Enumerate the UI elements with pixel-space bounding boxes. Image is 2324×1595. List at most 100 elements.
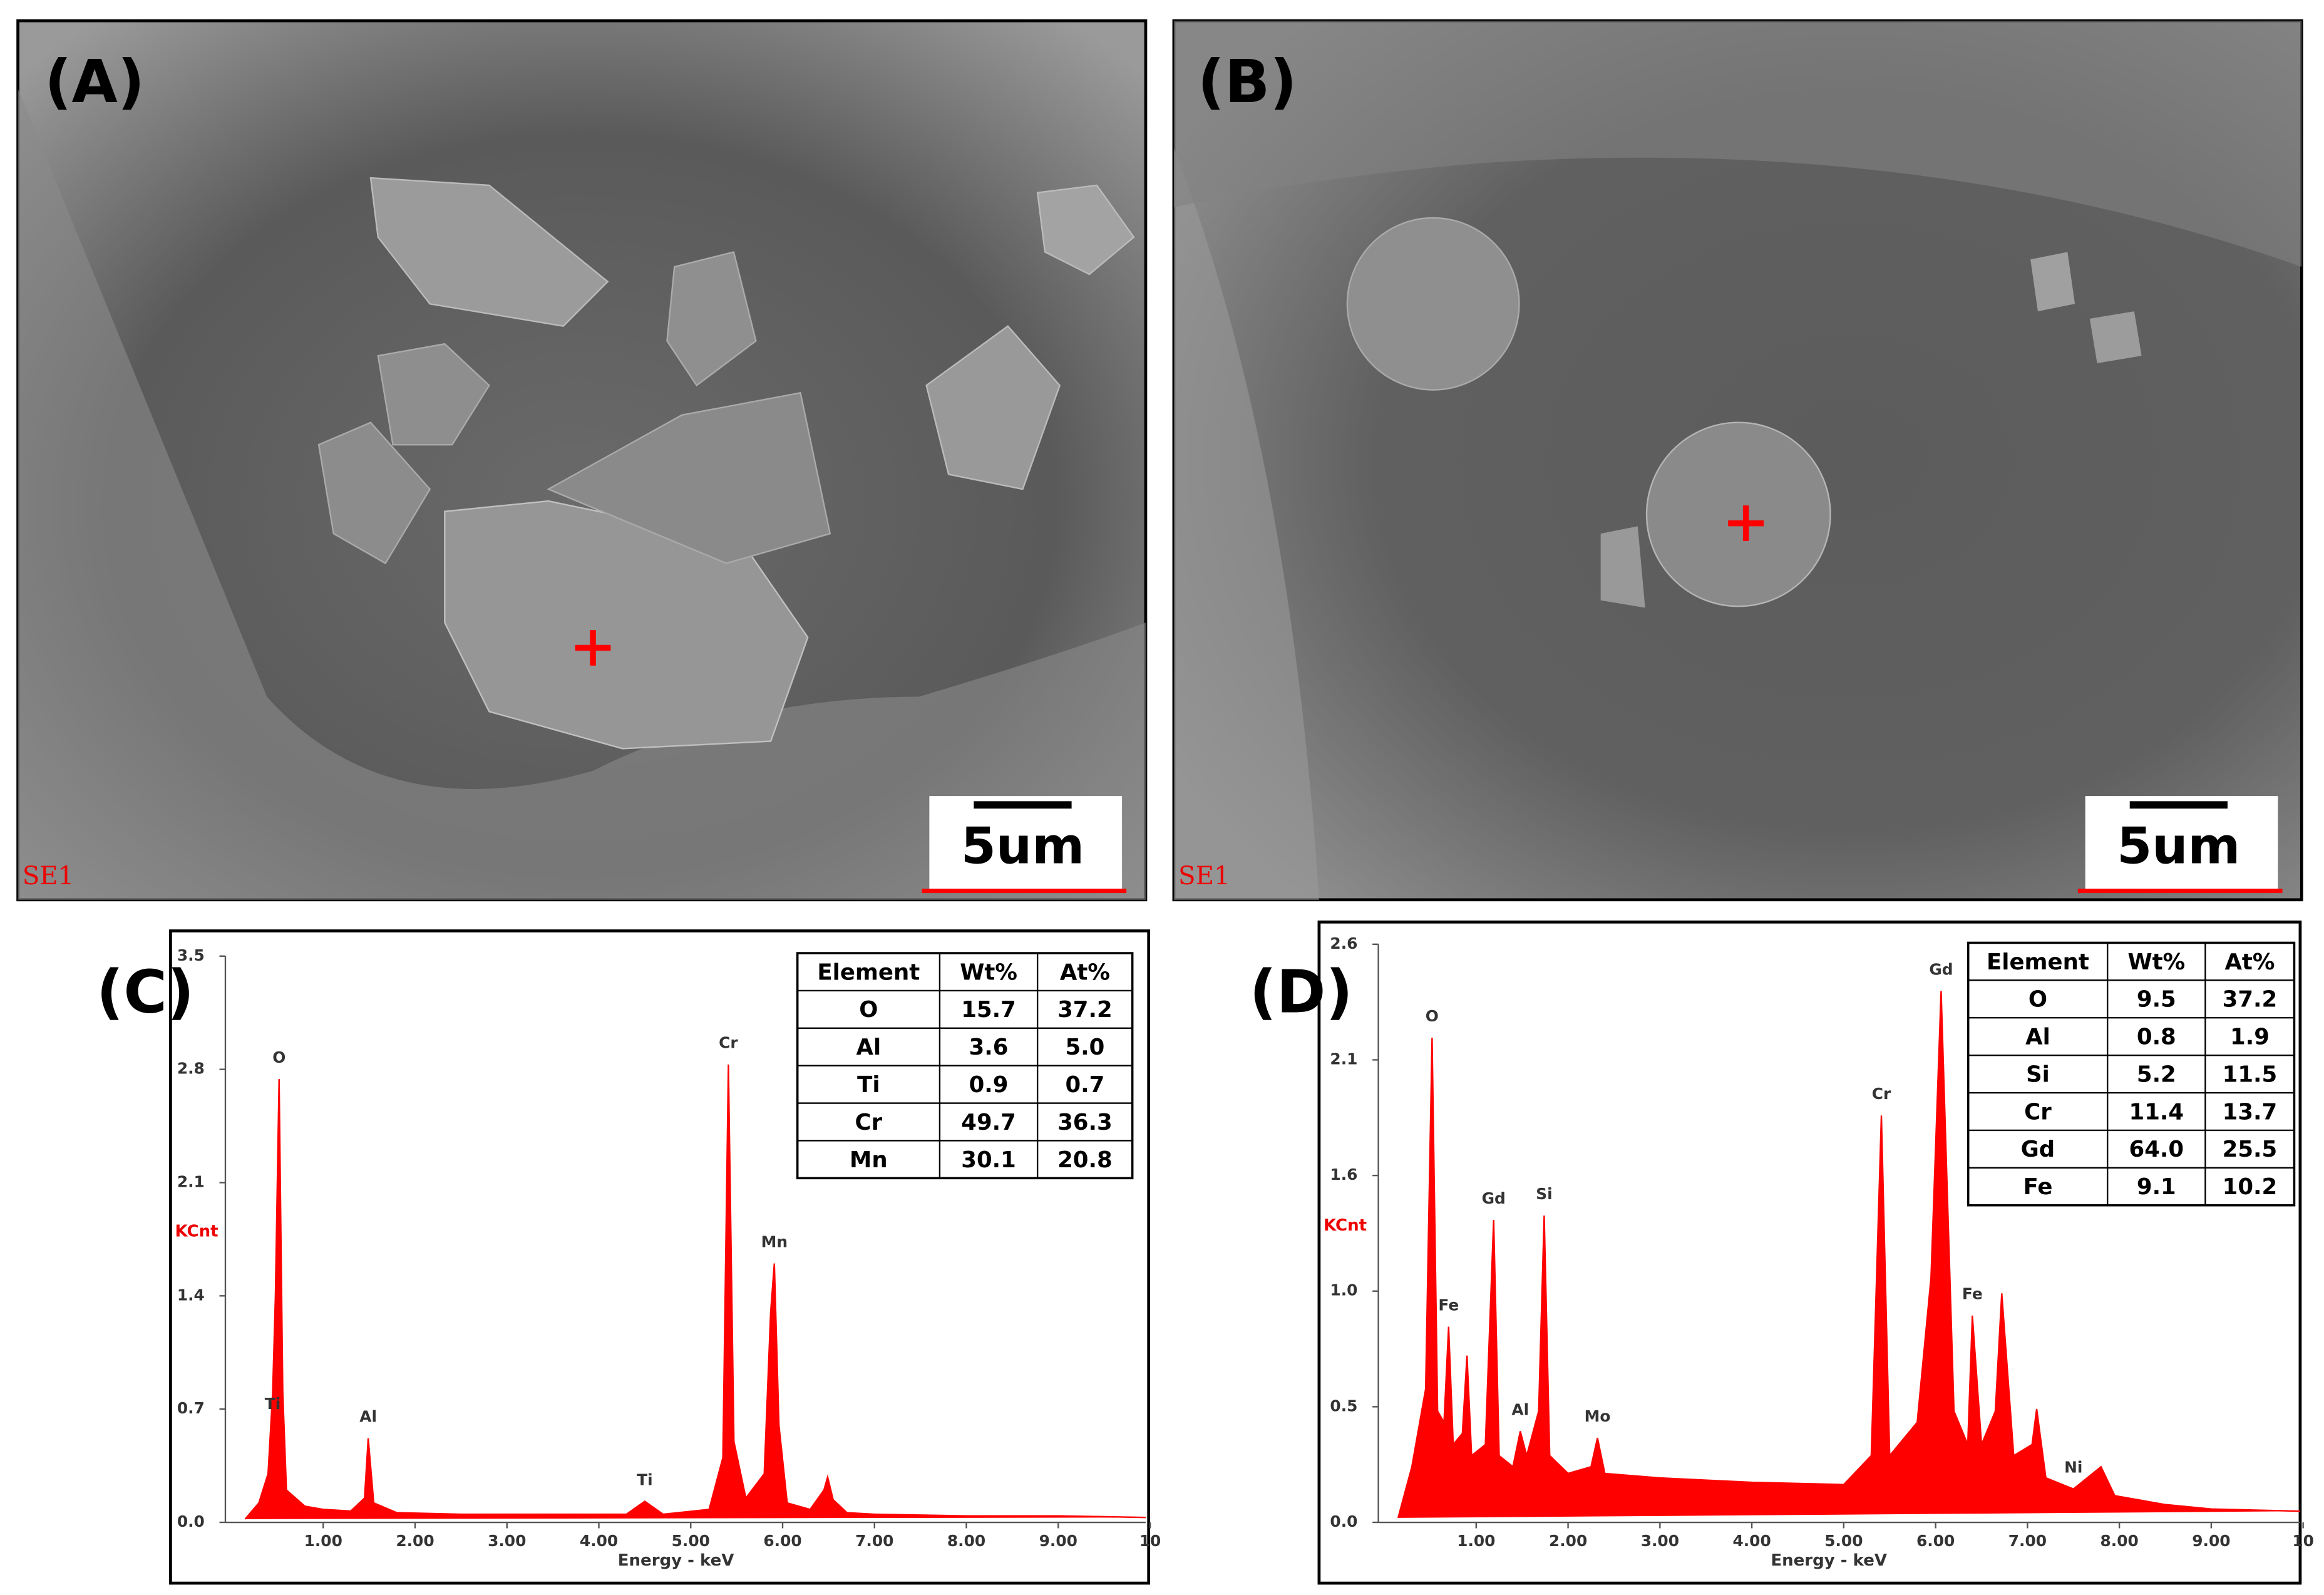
detector-label: SE1 xyxy=(23,862,75,890)
x-tick-label: 4.00 xyxy=(580,1532,618,1550)
table-cell: Mn xyxy=(850,1147,888,1173)
x-tick-label: 2.00 xyxy=(1549,1532,1587,1550)
table-cell: 36.3 xyxy=(1057,1110,1113,1135)
x-tick-label: 1.00 xyxy=(1457,1532,1495,1550)
peak-label: Fe xyxy=(1962,1285,1983,1303)
x-tick-label: 6.00 xyxy=(763,1532,801,1550)
y-tick-label: 2.6 xyxy=(1330,934,1357,952)
table-cell: 49.7 xyxy=(961,1110,1016,1135)
y-tick-label: 0.5 xyxy=(1330,1396,1357,1415)
x-tick-label: 1.00 xyxy=(304,1532,342,1550)
peak-label: Al xyxy=(1511,1400,1529,1418)
x-tick-label: 10 xyxy=(2292,1532,2314,1550)
peak-label: O xyxy=(272,1048,285,1066)
table-cell: Gd xyxy=(2021,1137,2055,1162)
table-cell: 3.6 xyxy=(969,1035,1009,1060)
peak-label: Si xyxy=(1536,1185,1552,1203)
table-cell: 0.8 xyxy=(2137,1025,2176,1050)
peak-label: Cr xyxy=(719,1034,738,1052)
spectrum xyxy=(1397,991,2300,1519)
table-cell: O xyxy=(2028,987,2047,1013)
detector-label: SE1 xyxy=(1178,862,1230,890)
panel-label: (B) xyxy=(1198,48,1297,116)
sem-image-a: (A) 5um SE1 xyxy=(16,19,1148,902)
table-cell: 13.7 xyxy=(2223,1099,2278,1125)
peak-label: O xyxy=(1426,1007,1439,1025)
scale-bar-label: 5um xyxy=(2117,816,2240,875)
panel-label: (C) xyxy=(96,958,194,1027)
y-axis-title: KCnt xyxy=(1324,1216,1367,1235)
table-cell: 10.2 xyxy=(2223,1174,2278,1200)
x-tick-label: 3.00 xyxy=(1641,1532,1679,1550)
table-header: Element xyxy=(1987,949,2089,975)
x-tick-label: 9.00 xyxy=(2192,1532,2230,1550)
y-tick-label: 3.5 xyxy=(177,946,205,964)
x-tick-label: 8.00 xyxy=(947,1532,985,1550)
table-cell: Ti xyxy=(857,1072,880,1098)
y-tick-label: 1.4 xyxy=(177,1286,205,1304)
peak-label: Ni xyxy=(2064,1458,2082,1477)
table-cell: Fe xyxy=(2023,1174,2053,1200)
x-tick-label: 9.00 xyxy=(1039,1532,1077,1550)
table-cell: 20.8 xyxy=(1057,1147,1113,1173)
table-header: Wt% xyxy=(960,959,1017,985)
x-tick-label: 8.00 xyxy=(2100,1532,2138,1550)
table-header: Wt% xyxy=(2127,949,2185,975)
table-cell: Cr xyxy=(855,1110,883,1135)
y-tick-label: 0.0 xyxy=(1330,1512,1357,1530)
y-tick-label: 2.1 xyxy=(1330,1050,1357,1068)
table-cell: 5.2 xyxy=(2137,1061,2176,1087)
x-tick-label: 6.00 xyxy=(1916,1532,1955,1550)
y-tick-label: 2.1 xyxy=(177,1172,205,1190)
table-cell: 11.4 xyxy=(2129,1099,2184,1125)
panel-label: (A) xyxy=(44,48,145,116)
table-header: At% xyxy=(1060,959,1110,985)
table-cell: Si xyxy=(2026,1061,2050,1087)
peak-label: Mn xyxy=(761,1233,788,1251)
y-tick-label: 2.8 xyxy=(177,1060,205,1078)
x-tick-label: 4.00 xyxy=(1732,1532,1771,1550)
y-tick-label: 1.6 xyxy=(1330,1165,1357,1184)
spectrum xyxy=(244,1064,1146,1520)
peak-label: Ti xyxy=(637,1470,652,1489)
table-cell: 15.7 xyxy=(961,997,1016,1023)
table-cell: 0.7 xyxy=(1065,1072,1104,1098)
peak-label: Cr xyxy=(1872,1085,1891,1103)
table-cell: 0.9 xyxy=(969,1072,1009,1098)
table-cell: 37.2 xyxy=(1057,997,1113,1023)
y-tick-label: 0.0 xyxy=(177,1512,205,1530)
x-tick-label: 10 xyxy=(1139,1532,1161,1550)
peak-label: Fe xyxy=(1438,1296,1459,1314)
table-header: Element xyxy=(817,959,920,985)
x-axis-title: Energy - keV xyxy=(618,1551,734,1570)
table-cell: Al xyxy=(856,1035,881,1060)
x-tick-label: 5.00 xyxy=(1824,1532,1863,1550)
x-tick-label: 7.00 xyxy=(2008,1532,2047,1550)
table-cell: O xyxy=(859,997,878,1023)
peak-label: Gd xyxy=(1929,960,1953,978)
y-tick-label: 0.7 xyxy=(177,1399,205,1417)
peak-label: Ti xyxy=(265,1395,280,1413)
scale-bar-label: 5um xyxy=(961,816,1084,875)
panel-label: (D) xyxy=(1250,958,1353,1027)
table-cell: 37.2 xyxy=(2223,987,2278,1013)
x-tick-label: 7.00 xyxy=(855,1532,893,1550)
spectrum-panel: (D) 0.0 0.5 1.0 1.6 2.1 2.6 1.00 2.00 3.00 4.00 5.0… xyxy=(1250,920,2314,1585)
peak-label: Al xyxy=(359,1408,377,1426)
y-tick-label: 1.0 xyxy=(1330,1281,1357,1299)
table-cell: 5.0 xyxy=(1065,1035,1104,1060)
table-cell: 1.9 xyxy=(2230,1025,2270,1050)
table-cell: Cr xyxy=(2024,1099,2052,1125)
table-cell: 25.5 xyxy=(2223,1137,2278,1162)
table xyxy=(1967,941,2296,1207)
peak-label: Gd xyxy=(1482,1189,1506,1207)
table-cell: 9.1 xyxy=(2137,1174,2176,1200)
x-tick-label: 3.00 xyxy=(488,1532,526,1550)
peak-label: Mo xyxy=(1585,1407,1611,1425)
x-axis-title: Energy - keV xyxy=(1771,1551,1887,1570)
table-cell: 9.5 xyxy=(2137,987,2176,1013)
x-tick-label: 2.00 xyxy=(396,1532,434,1550)
table-cell: Al xyxy=(2025,1025,2050,1050)
